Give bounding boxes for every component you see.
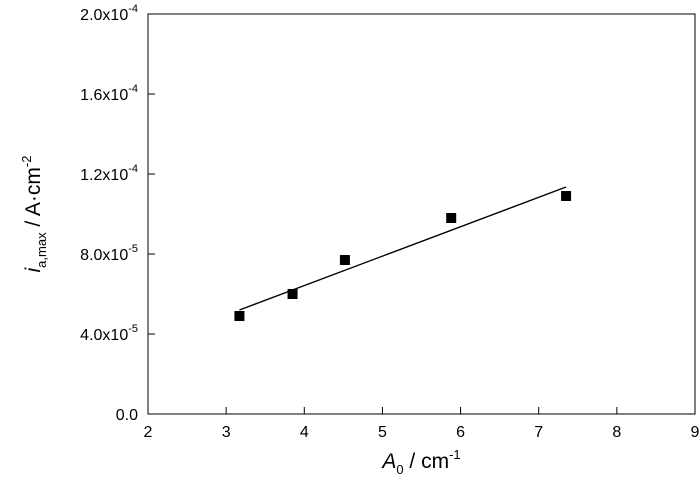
- y-tick-label: 1.2x10-4: [80, 163, 138, 184]
- x-tick-label: 9: [691, 424, 700, 441]
- x-axis-label-sup: -1: [449, 447, 461, 462]
- data-points: [234, 191, 572, 321]
- y-tick-label: 1.6x10-4: [80, 83, 138, 104]
- data-point: [287, 289, 298, 299]
- x-axis-label: A0 / cm-1: [380, 447, 460, 477]
- x-tick-label: 2: [144, 424, 153, 441]
- y-tick-label: 8.0x10-5: [80, 243, 138, 264]
- x-tick-label: 3: [222, 424, 231, 441]
- y-axis-label-sup: -2: [19, 156, 34, 168]
- y-axis-label-var: i: [22, 266, 45, 272]
- x-axis-label-sub: 0: [396, 462, 403, 477]
- x-axis-label-var: A: [380, 450, 396, 473]
- data-point: [561, 191, 572, 201]
- data-point: [339, 255, 350, 265]
- x-tick-label: 6: [456, 424, 465, 441]
- y-axis-ticks: 0.0 4.0x10-5 8.0x10-5 1.2x10-4 1.6x10-4 2.0x1…: [80, 3, 155, 424]
- x-tick-label: 7: [534, 424, 543, 441]
- plot-frame: [147, 13, 696, 415]
- x-tick-label: 8: [612, 424, 621, 441]
- y-tick-label: 0.0: [116, 407, 138, 424]
- x-tick-label: 5: [378, 424, 387, 441]
- y-axis-label-unit: / A·cm: [22, 167, 45, 232]
- x-axis-ticks: 2 3 4 5 6 7 8 9: [144, 407, 700, 441]
- y-axis-label: ia,max / A·cm-2: [19, 156, 49, 273]
- y-tick-label: 4.0x10-5: [80, 323, 138, 344]
- y-tick-label: 2.0x10-4: [80, 3, 138, 24]
- data-point: [446, 213, 457, 223]
- data-point: [234, 311, 245, 321]
- x-axis-label-unit: / cm: [404, 450, 450, 473]
- x-tick-label: 4: [300, 424, 309, 441]
- y-axis-label-sub: a,max: [34, 232, 49, 268]
